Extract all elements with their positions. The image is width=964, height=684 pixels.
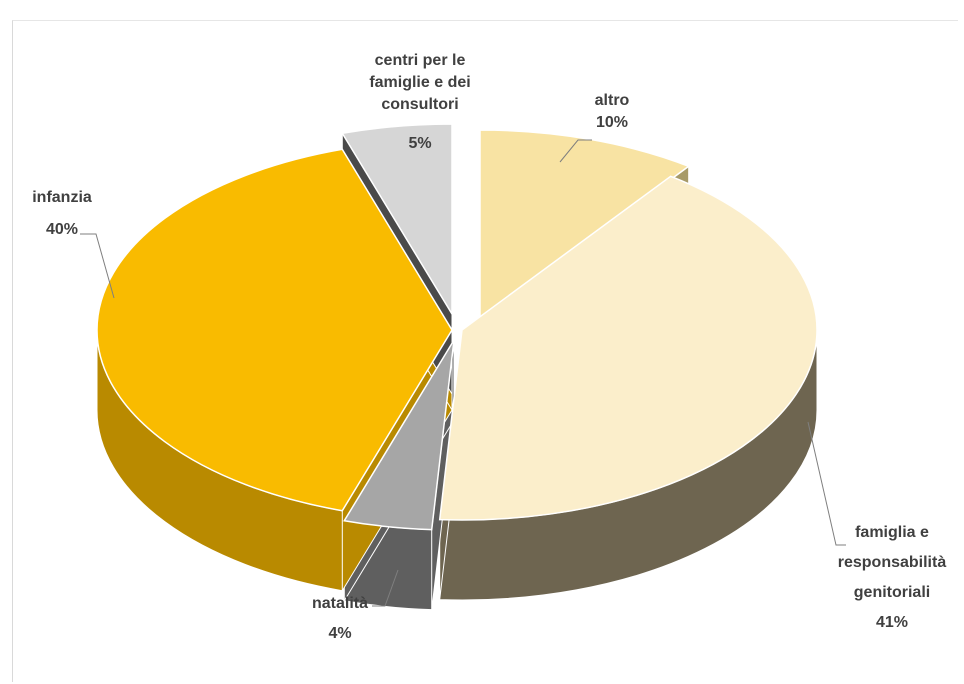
label-centri-line2: famiglie e dei (369, 74, 470, 91)
label-famiglia-line1: famiglia e (855, 524, 929, 541)
label-infanzia-percent: 40% (46, 221, 78, 238)
pie-slice-infanzia (96, 148, 453, 512)
label-natalita-percent: 4% (328, 625, 351, 642)
label-famiglia-percent: 41% (876, 614, 908, 631)
label-natalita: natalità (312, 595, 368, 612)
leader-line-altro (559, 139, 592, 163)
label-famiglia-line2: responsabilità (838, 554, 947, 571)
pie-slice-altro (479, 129, 691, 322)
label-infanzia: infanzia (32, 189, 92, 206)
label-altro-percent: 10% (596, 114, 628, 131)
label-altro: altro (595, 92, 630, 109)
label-famiglia-line3: genitoriali (854, 584, 930, 601)
pie-slice-natalita (343, 339, 455, 531)
leader-line-famiglia (807, 421, 846, 546)
pie-slice-centri (341, 123, 453, 317)
chart-area (12, 20, 958, 682)
leader-line-infanzia (80, 233, 115, 299)
pie-slice-famiglia (438, 175, 818, 521)
label-centri-percent: 5% (408, 135, 431, 152)
label-centri-line1: centri per le (375, 52, 466, 69)
label-centri-line3: consultori (381, 96, 458, 113)
leader-line-natalita (372, 569, 399, 607)
